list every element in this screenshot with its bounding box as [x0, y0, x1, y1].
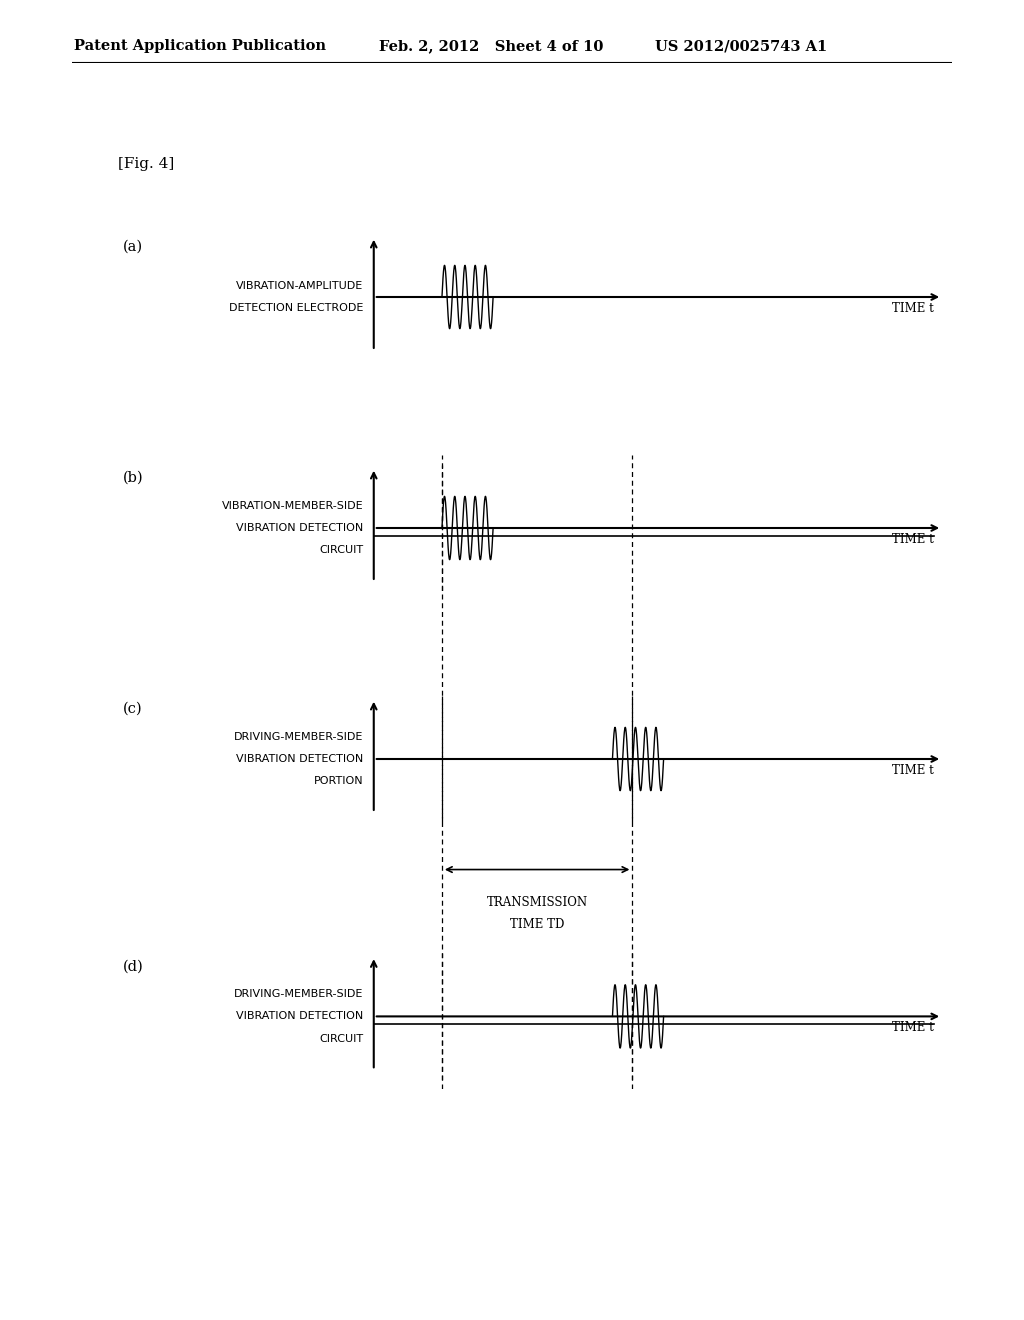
- Text: US 2012/0025743 A1: US 2012/0025743 A1: [655, 40, 827, 53]
- Text: DRIVING-MEMBER-SIDE: DRIVING-MEMBER-SIDE: [234, 989, 364, 999]
- Text: TIME t: TIME t: [892, 764, 934, 777]
- Text: (c): (c): [123, 702, 142, 715]
- Text: TIME t: TIME t: [892, 1022, 934, 1035]
- Text: (b): (b): [123, 471, 143, 484]
- Text: TIME t: TIME t: [892, 533, 934, 546]
- Text: VIBRATION DETECTION: VIBRATION DETECTION: [237, 754, 364, 764]
- Text: TIME TD: TIME TD: [510, 919, 564, 931]
- Text: (a): (a): [123, 240, 143, 253]
- Text: Feb. 2, 2012   Sheet 4 of 10: Feb. 2, 2012 Sheet 4 of 10: [379, 40, 603, 53]
- Text: VIBRATION DETECTION: VIBRATION DETECTION: [237, 523, 364, 533]
- Text: [Fig. 4]: [Fig. 4]: [118, 157, 174, 170]
- Text: TRANSMISSION: TRANSMISSION: [486, 896, 588, 909]
- Text: PORTION: PORTION: [314, 776, 364, 787]
- Text: CIRCUIT: CIRCUIT: [319, 545, 364, 556]
- Text: CIRCUIT: CIRCUIT: [319, 1034, 364, 1044]
- Text: VIBRATION-AMPLITUDE: VIBRATION-AMPLITUDE: [237, 281, 364, 290]
- Text: DRIVING-MEMBER-SIDE: DRIVING-MEMBER-SIDE: [234, 731, 364, 742]
- Text: DETECTION ELECTRODE: DETECTION ELECTRODE: [229, 304, 364, 313]
- Text: (d): (d): [123, 960, 143, 973]
- Text: Patent Application Publication: Patent Application Publication: [74, 40, 326, 53]
- Text: TIME t: TIME t: [892, 302, 934, 315]
- Text: VIBRATION DETECTION: VIBRATION DETECTION: [237, 1011, 364, 1022]
- Text: VIBRATION-MEMBER-SIDE: VIBRATION-MEMBER-SIDE: [222, 500, 364, 511]
